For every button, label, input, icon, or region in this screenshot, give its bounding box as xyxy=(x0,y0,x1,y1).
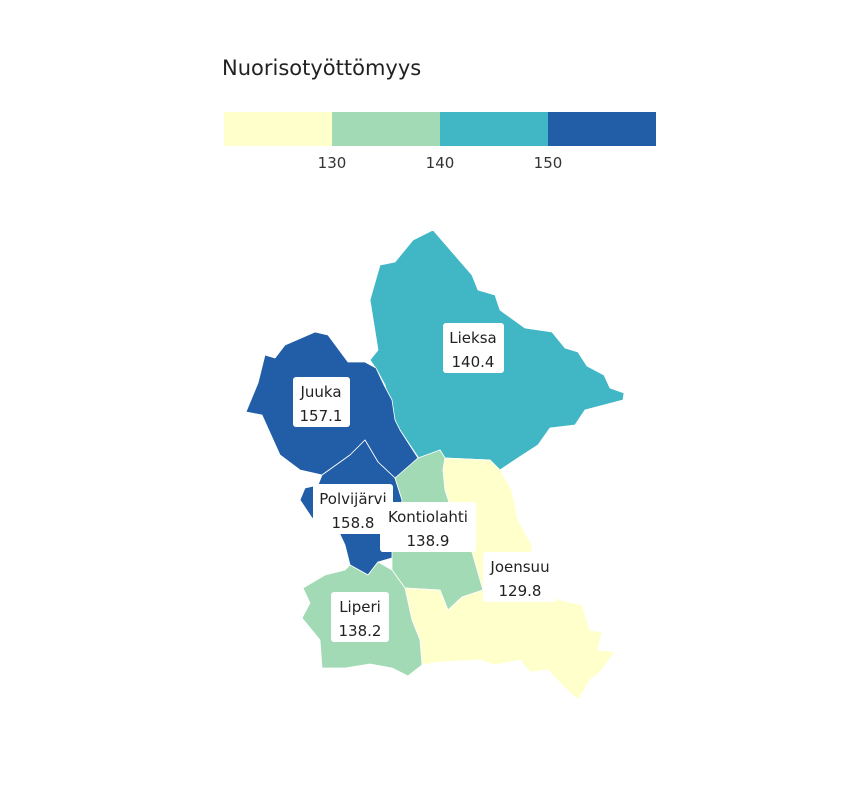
label-kontiolahti: Kontiolahti 138.9 xyxy=(380,502,476,552)
svg-text:158.8: 158.8 xyxy=(332,514,375,532)
svg-text:Liperi: Liperi xyxy=(339,598,381,616)
legend-swatch-4 xyxy=(548,112,656,146)
svg-text:Joensuu: Joensuu xyxy=(489,558,549,576)
label-lieksa: Lieksa 140.4 xyxy=(443,323,504,373)
legend-tick-140: 140 xyxy=(425,154,455,172)
svg-text:Kontiolahti: Kontiolahti xyxy=(388,508,468,526)
legend-swatch-3 xyxy=(440,112,548,146)
legend-tick-130: 130 xyxy=(317,154,347,172)
svg-text:140.4: 140.4 xyxy=(452,353,495,371)
label-polvijarvi: Polvijärvi 158.8 xyxy=(313,484,393,534)
label-liperi: Liperi 138.2 xyxy=(331,592,389,642)
svg-text:129.8: 129.8 xyxy=(499,582,542,600)
svg-text:157.1: 157.1 xyxy=(300,407,343,425)
svg-text:Juuka: Juuka xyxy=(299,383,341,401)
svg-text:138.2: 138.2 xyxy=(339,622,382,640)
svg-text:Lieksa: Lieksa xyxy=(449,329,496,347)
label-juuka: Juuka 157.1 xyxy=(293,377,350,427)
legend-tick-150: 150 xyxy=(533,154,563,172)
label-joensuu: Joensuu 129.8 xyxy=(483,552,557,602)
legend-swatch-2 xyxy=(332,112,440,146)
svg-text:138.9: 138.9 xyxy=(407,532,450,550)
map-title: Nuorisotyöttömyys xyxy=(222,56,422,80)
color-legend xyxy=(224,112,656,146)
legend-swatch-1 xyxy=(224,112,332,146)
svg-text:Polvijärvi: Polvijärvi xyxy=(319,490,386,508)
